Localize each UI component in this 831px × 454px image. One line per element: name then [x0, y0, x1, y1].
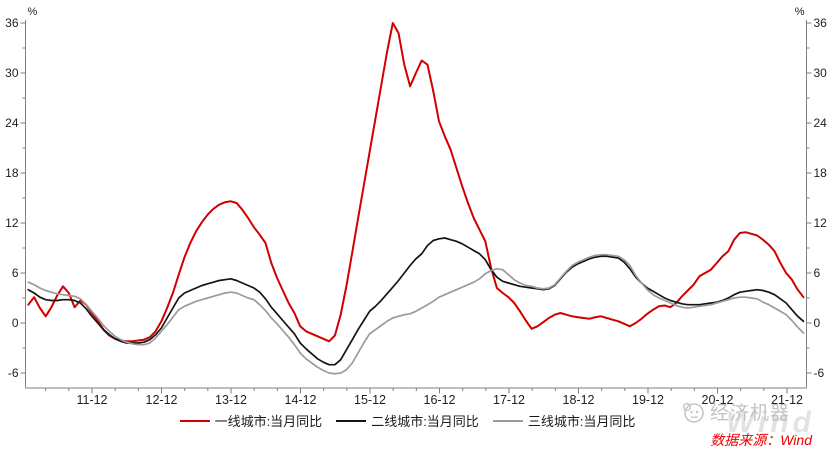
tier2-line-swatch — [336, 419, 367, 422]
wind-watermark: Wind — [725, 406, 815, 439]
svg-text:21-12: 21-12 — [771, 393, 803, 407]
svg-text:16-12: 16-12 — [424, 393, 456, 407]
chart-legend: 一线城市:当月同比 二线城市:当月同比 三线城市:当月同比 — [0, 411, 823, 430]
svg-text:-6: -6 — [8, 366, 19, 380]
svg-text:6: 6 — [12, 266, 19, 280]
svg-text:18-12: 18-12 — [563, 393, 595, 407]
tier2-legend-label: 二线城市:当月同比 — [371, 414, 479, 429]
svg-text:30: 30 — [814, 66, 828, 80]
svg-text:18: 18 — [814, 166, 828, 180]
brand-name: 经济机器 — [709, 403, 790, 424]
svg-text:%: % — [28, 6, 38, 18]
svg-text:24: 24 — [5, 116, 19, 130]
svg-text:%: % — [795, 6, 805, 18]
svg-text:0: 0 — [814, 316, 821, 330]
svg-text:12-12: 12-12 — [146, 393, 178, 407]
legend-item-tier1: 一线城市:当月同比 — [179, 411, 323, 430]
brand-logo: 经济机器 — [680, 398, 790, 425]
svg-text:14-12: 14-12 — [285, 393, 317, 407]
svg-text:18: 18 — [5, 166, 19, 180]
svg-text:20-12: 20-12 — [702, 393, 734, 407]
svg-text:11-12: 11-12 — [76, 393, 107, 407]
svg-text:0: 0 — [12, 316, 19, 330]
tier1-legend-label: 一线城市:当月同比 — [214, 414, 323, 429]
svg-text:-6: -6 — [814, 366, 825, 380]
svg-text:30: 30 — [5, 66, 19, 80]
legend-item-tier2: 二线城市:当月同比 — [336, 411, 479, 430]
tier1-line-swatch — [179, 419, 210, 422]
svg-text:6: 6 — [814, 266, 821, 280]
svg-text:12: 12 — [814, 216, 828, 230]
svg-text:19-12: 19-12 — [632, 393, 664, 407]
svg-text:24: 24 — [814, 116, 828, 130]
tier3-legend-label: 三线城市:当月同比 — [527, 414, 636, 429]
svg-text:36: 36 — [814, 16, 828, 30]
svg-text:15-12: 15-12 — [354, 393, 386, 407]
svg-text:17-12: 17-12 — [493, 393, 525, 407]
svg-text:36: 36 — [5, 16, 19, 30]
svg-text:12: 12 — [5, 216, 19, 230]
tier3-line-swatch — [492, 419, 523, 422]
brand-logo-icon — [682, 402, 704, 423]
data-source-note: 数据来源：Wind — [710, 432, 812, 448]
legend-item-tier3: 三线城市:当月同比 — [492, 411, 636, 430]
svg-text:13-12: 13-12 — [215, 393, 247, 407]
